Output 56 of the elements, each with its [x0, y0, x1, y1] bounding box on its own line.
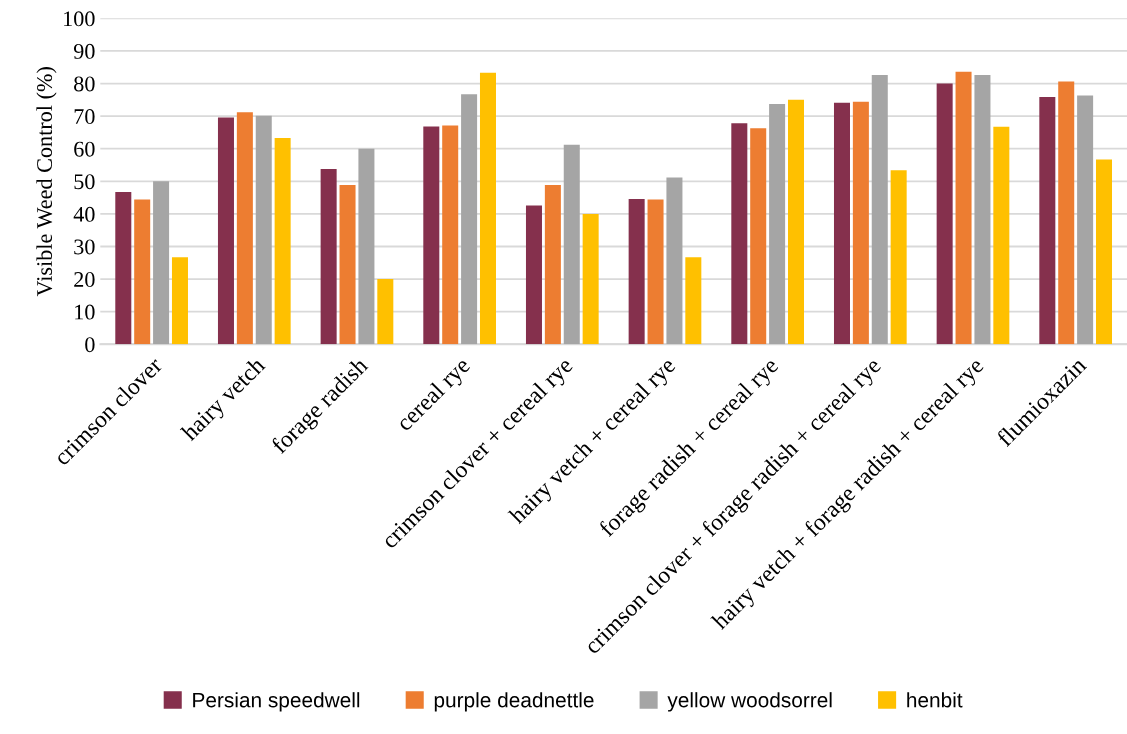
bar	[1077, 95, 1094, 345]
bar	[852, 101, 869, 345]
bar	[358, 148, 375, 345]
bar	[525, 205, 542, 345]
bar	[1058, 81, 1075, 345]
y-tick-label: 100	[64, 11, 95, 27]
bar	[563, 144, 580, 345]
bar	[685, 257, 702, 345]
bar	[1039, 96, 1056, 345]
bar	[647, 199, 664, 345]
bar	[479, 72, 496, 345]
y-axis-title: Visible Weed Control (%)	[36, 67, 57, 297]
y-tick-label: 10	[75, 304, 95, 320]
bar	[787, 99, 804, 345]
bar	[461, 94, 478, 345]
bar	[171, 257, 188, 345]
bar	[134, 199, 151, 345]
bar	[274, 137, 291, 345]
bar	[339, 184, 356, 345]
bar	[936, 83, 953, 345]
bar	[993, 126, 1010, 345]
y-tick-label: 60	[74, 141, 95, 157]
bar	[377, 279, 394, 345]
y-tick-label: 80	[74, 76, 95, 92]
legend-label: henbit	[907, 692, 963, 708]
bar	[666, 177, 683, 345]
bar	[255, 115, 272, 345]
bar	[955, 71, 972, 345]
bar	[320, 168, 337, 345]
y-tick-label: 40	[73, 206, 95, 222]
bar	[974, 75, 991, 345]
y-tick-label: 70	[74, 109, 95, 125]
bar	[890, 170, 907, 345]
bar	[442, 125, 459, 345]
y-tick-label: 20	[74, 272, 95, 287]
bar	[769, 104, 786, 345]
bar	[236, 112, 253, 345]
bar	[423, 126, 440, 345]
bar	[731, 123, 748, 345]
legend-label: Persian speedwell	[193, 692, 360, 712]
bar	[153, 181, 170, 345]
bar	[217, 117, 234, 345]
bar	[582, 213, 599, 345]
bar	[833, 102, 850, 345]
bar	[1095, 159, 1113, 345]
bar	[115, 192, 132, 345]
bar	[750, 128, 767, 345]
legend-label: yellow woodsorrel	[667, 692, 832, 712]
bar	[628, 198, 645, 345]
y-tick-label: 0	[85, 337, 95, 353]
y-tick-label: 90	[73, 43, 95, 59]
legend-label: purple deadnettle	[434, 692, 594, 712]
y-tick-label: 50	[74, 174, 95, 190]
bar	[544, 184, 561, 345]
y-tick-label: 30	[74, 239, 95, 255]
bar	[871, 75, 888, 345]
